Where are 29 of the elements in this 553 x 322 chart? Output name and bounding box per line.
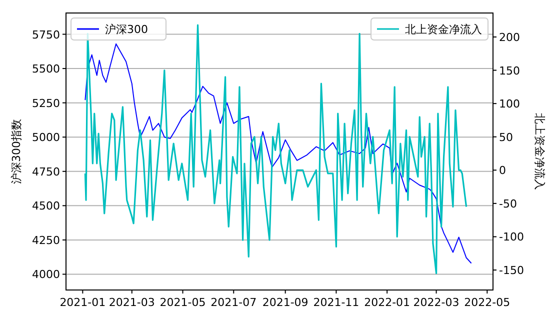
x-tick-label: 2021-05 bbox=[160, 296, 206, 309]
x-tick-label: 2021-09 bbox=[262, 296, 308, 309]
y2-tick-label: -150 bbox=[499, 264, 524, 278]
y2-axis-title: 北上资金净流入 bbox=[533, 113, 546, 190]
y-axis-title: 沪深300指数 bbox=[10, 119, 23, 184]
x-tick-label: 2021-11 bbox=[313, 296, 360, 309]
y-tick-label: 5000 bbox=[32, 131, 60, 144]
x-tick-label: 2021-07 bbox=[210, 296, 257, 309]
x-tick-label: 2022-05 bbox=[464, 296, 510, 309]
y-tick-label: 5750 bbox=[32, 28, 60, 42]
y-tick-label: 4000 bbox=[32, 268, 60, 282]
y2-tick-label: 100 bbox=[499, 98, 520, 111]
y2-tick-label: 0 bbox=[499, 164, 506, 178]
y-tick-label: 5250 bbox=[32, 96, 60, 110]
y2-tick-label: 200 bbox=[499, 30, 520, 44]
y-tick-label: 4500 bbox=[32, 200, 60, 213]
y-tick-label: 4750 bbox=[32, 165, 60, 178]
y-tick-label: 4250 bbox=[32, 234, 60, 247]
y2-tick-label: 150 bbox=[499, 64, 520, 78]
x-tick-label: 2022-03 bbox=[413, 296, 460, 309]
x-tick-label: 2021-01 bbox=[60, 296, 106, 309]
y-tick-label: 5500 bbox=[32, 62, 60, 76]
x-tick-label: 2021-03 bbox=[108, 296, 155, 309]
legend-label: 沪深300 bbox=[105, 23, 148, 36]
y2-tick-label: 50 bbox=[499, 130, 513, 144]
legend-label: 北上资金净流入 bbox=[405, 23, 482, 36]
y2-tick-label: -100 bbox=[499, 230, 524, 244]
y2-tick-label: -50 bbox=[499, 197, 517, 210]
x-tick-label: 2022-01 bbox=[364, 296, 410, 309]
